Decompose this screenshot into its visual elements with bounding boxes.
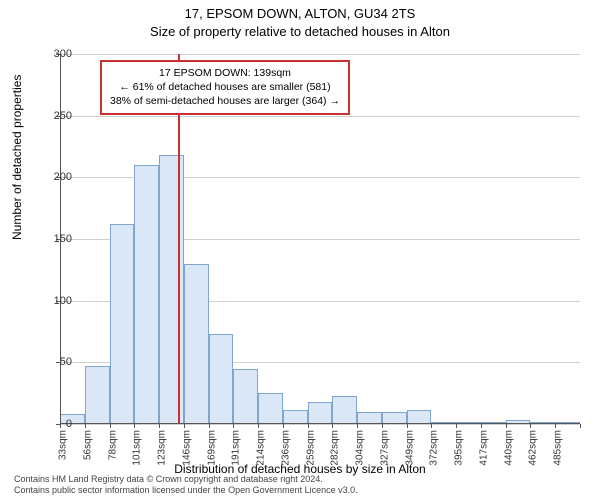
histogram-bar — [110, 224, 135, 424]
figure: 17, EPSOM DOWN, ALTON, GU34 2TS Size of … — [0, 0, 600, 500]
annotation-line-2: ← 61% of detached houses are smaller (58… — [110, 80, 340, 94]
y-tick-label: 150 — [42, 233, 72, 245]
subtitle: Size of property relative to detached ho… — [0, 24, 600, 39]
y-tick-label: 50 — [42, 356, 72, 368]
histogram-bar — [283, 410, 308, 424]
histogram-bar — [85, 366, 110, 424]
histogram-bar — [407, 410, 432, 424]
x-tick-label: 282sqm — [330, 430, 341, 466]
gridline — [60, 424, 580, 425]
title: 17, EPSOM DOWN, ALTON, GU34 2TS — [0, 6, 600, 21]
histogram-bar — [258, 393, 283, 424]
x-tick-label: 33sqm — [58, 430, 69, 460]
x-tick-label: 440sqm — [503, 430, 514, 466]
histogram-bar — [159, 155, 184, 424]
y-tick-label: 200 — [42, 171, 72, 183]
x-tick-label: 101sqm — [132, 430, 143, 466]
y-axis-label: Number of detached properties — [10, 75, 24, 240]
plot-area: 17 EPSOM DOWN: 139sqm ← 61% of detached … — [60, 54, 580, 424]
y-tick-label: 300 — [42, 48, 72, 60]
x-tick-label: 304sqm — [355, 430, 366, 466]
annotation-box: 17 EPSOM DOWN: 139sqm ← 61% of detached … — [100, 60, 350, 115]
x-tick-label: 372sqm — [429, 430, 440, 466]
x-tick-label: 236sqm — [280, 430, 291, 466]
x-tick-label: 485sqm — [553, 430, 564, 466]
histogram-bar — [134, 165, 159, 424]
histogram-bar — [308, 402, 333, 424]
annotation-line-1: 17 EPSOM DOWN: 139sqm — [110, 66, 340, 80]
x-tick-label: 191sqm — [231, 430, 242, 466]
histogram-bar — [233, 369, 258, 425]
y-tick-label: 0 — [42, 418, 72, 430]
footer-line-2: Contains public sector information licen… — [14, 485, 358, 496]
footer-line-1: Contains HM Land Registry data © Crown c… — [14, 474, 358, 485]
y-tick-label: 250 — [42, 110, 72, 122]
annotation-line-3: 38% of semi-detached houses are larger (… — [110, 94, 340, 108]
x-tick-label: 462sqm — [528, 430, 539, 466]
x-tick-label: 123sqm — [157, 430, 168, 466]
x-tick-label: 349sqm — [404, 430, 415, 466]
x-axis — [60, 423, 580, 424]
x-tick-label: 56sqm — [82, 430, 93, 460]
x-tick-label: 327sqm — [379, 430, 390, 466]
gridline — [60, 54, 580, 55]
x-tick-label: 169sqm — [206, 430, 217, 466]
x-tick-label: 259sqm — [305, 430, 316, 466]
histogram-bar — [209, 334, 234, 424]
histogram-bar — [332, 396, 357, 424]
y-tick-label: 100 — [42, 295, 72, 307]
x-tick-label: 417sqm — [478, 430, 489, 466]
footer: Contains HM Land Registry data © Crown c… — [14, 474, 358, 497]
histogram-bar — [184, 264, 209, 424]
x-tick-label: 78sqm — [107, 430, 118, 460]
x-tick-label: 146sqm — [181, 430, 192, 466]
x-tick-label: 395sqm — [454, 430, 465, 466]
gridline — [60, 116, 580, 117]
x-tick-label: 214sqm — [256, 430, 267, 466]
